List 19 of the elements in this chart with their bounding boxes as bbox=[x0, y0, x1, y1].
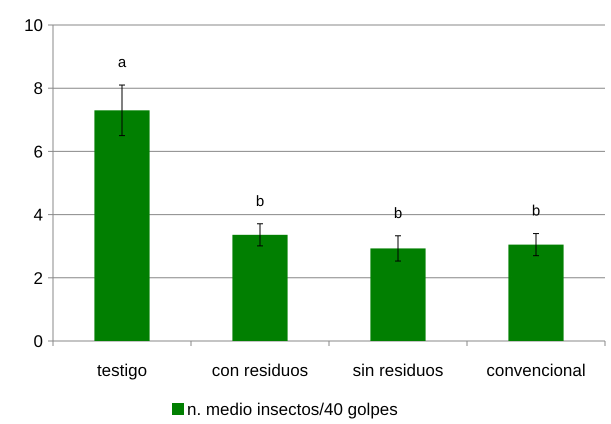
annotation: a bbox=[118, 54, 127, 72]
y-tick-label: 10 bbox=[24, 16, 43, 35]
bar bbox=[370, 248, 426, 341]
y-tick-label: 0 bbox=[34, 332, 43, 351]
y-tick-label: 4 bbox=[34, 206, 43, 225]
y-tick-label: 2 bbox=[34, 268, 43, 288]
y-tick-label: 8 bbox=[34, 79, 43, 98]
annotation: b bbox=[256, 192, 264, 210]
legend-label: n. medio insectos/40 golpes bbox=[187, 400, 398, 419]
bar bbox=[508, 244, 564, 341]
annotation: b bbox=[532, 202, 540, 220]
y-tick-label: 6 bbox=[34, 142, 43, 162]
bar bbox=[232, 234, 288, 341]
annotation: b bbox=[394, 204, 402, 222]
x-tick-label: testigo bbox=[96, 361, 148, 380]
x-tick-label: sin residuos bbox=[352, 361, 444, 380]
x-tick-label: con residuos bbox=[212, 361, 308, 380]
x-tick-label: convencional bbox=[486, 361, 586, 380]
bar bbox=[94, 110, 150, 341]
